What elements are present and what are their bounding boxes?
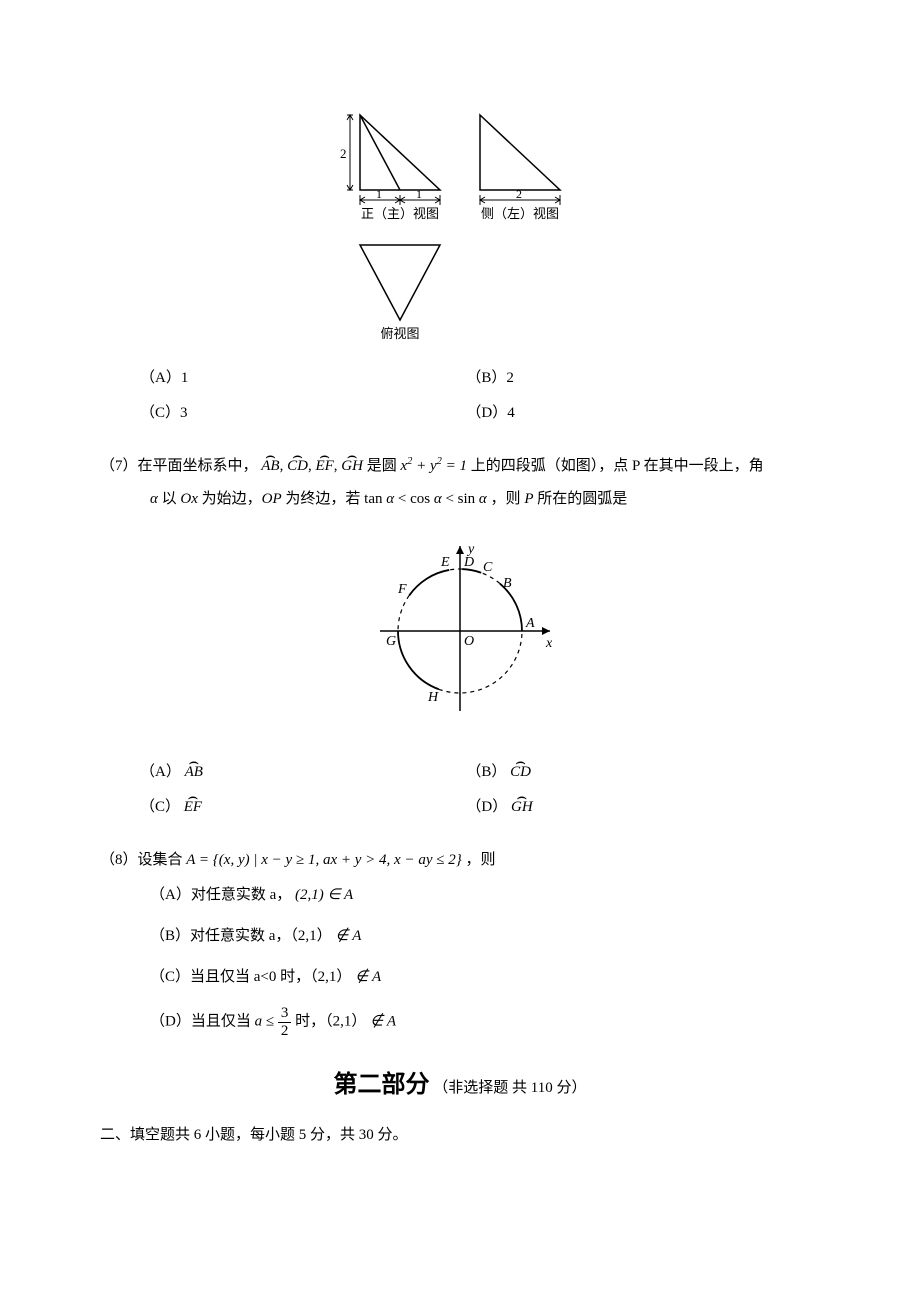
svg-text:F: F [397, 582, 407, 597]
svg-text:1: 1 [376, 187, 382, 201]
svg-text:正（主）视图: 正（主）视图 [361, 206, 439, 221]
q7-arc-ab: AB [261, 453, 279, 480]
q8-set: A = {(x, y) | x − y ≥ 1, ax + y > 4, x −… [186, 852, 461, 868]
q8-option-b: （B）对任意实数 a，（2,1） ∉ A [150, 923, 820, 950]
q7-options: （A） AB （B） CD （C） EF （D） GH [140, 759, 820, 829]
svg-text:A: A [525, 616, 535, 631]
svg-text:H: H [427, 690, 439, 705]
q7-text-mid: 是圆 [367, 458, 401, 474]
q7-text-pre: （7）在平面坐标系中， [100, 458, 258, 474]
part2-title: 第二部分 （非选择题 共 110 分） [100, 1064, 820, 1107]
q8: （8）设集合 A = {(x, y) | x − y ≥ 1, ax + y >… [100, 847, 820, 874]
front-height-label: 2 [340, 146, 347, 161]
arc-gh-path [398, 631, 439, 689]
svg-text:2: 2 [516, 187, 522, 201]
section2-heading: 二、填空题共 6 小题，每小题 5 分，共 30 分。 [100, 1122, 820, 1149]
svg-text:俯视图: 俯视图 [380, 326, 419, 341]
svg-text:E: E [440, 555, 450, 570]
q7-text-post: 上的四段弧（如图），点 P 在其中一段上，角 [471, 458, 764, 474]
svg-text:y: y [466, 542, 475, 557]
q6-option-c: （C）3 [140, 400, 466, 427]
svg-text:x: x [545, 636, 553, 651]
q7-body: α 以 Ox 为始边，OP 为终边，若 tan α < cos α < sin … [100, 486, 820, 513]
svg-text:G: G [386, 634, 396, 649]
q6-option-a: （A）1 [140, 365, 466, 392]
q8-option-c: （C）当且仅当 a<0 时，（2,1） ∉ A [150, 964, 820, 991]
q6-figure: 2 1 1 正（主）视图 [100, 110, 820, 355]
front-view: 2 1 1 正（主）视图 [340, 115, 440, 221]
q6-options: （A）1 （B）2 （C）3 （D）4 [140, 365, 820, 435]
side-view: 2 侧（左）视图 [480, 115, 560, 221]
q7-eq: x2 + y2 = 1 [400, 458, 467, 474]
q7-option-c: （C） EF [140, 794, 466, 821]
q8-option-d: （D）当且仅当 a ≤ 3 2 时，（2,1） ∉ A [150, 1005, 820, 1039]
top-view: 俯视图 [360, 245, 440, 341]
svg-text:B: B [503, 576, 512, 591]
svg-text:D: D [463, 555, 474, 570]
svg-text:O: O [464, 634, 474, 649]
q7-option-d: （D） GH [466, 794, 792, 821]
q6-option-b: （B）2 [466, 365, 792, 392]
fraction-3-2: 3 2 [278, 1005, 292, 1039]
circle-arcs-svg: A B C D E F G H O x y [350, 531, 570, 731]
q6-option-d: （D）4 [466, 400, 792, 427]
exam-page: 2 1 1 正（主）视图 [0, 0, 920, 1199]
svg-text:C: C [483, 560, 493, 575]
q7-figure: A B C D E F G H O x y [100, 531, 820, 741]
q7-arc-ef: EF [315, 453, 333, 480]
q8-option-a: （A）对任意实数 a， (2,1) ∈ A [150, 882, 820, 909]
arc-ef-path [409, 570, 449, 596]
q7-arc-cd: CD [287, 453, 308, 480]
q7: （7）在平面坐标系中， AB, CD, EF, GH 是圆 x2 + y2 = … [100, 453, 820, 513]
three-views-svg: 2 1 1 正（主）视图 [330, 110, 590, 345]
svg-text:1: 1 [416, 187, 422, 201]
svg-text:侧（左）视图: 侧（左）视图 [481, 206, 559, 221]
q7-arc-gh: GH [341, 453, 363, 480]
